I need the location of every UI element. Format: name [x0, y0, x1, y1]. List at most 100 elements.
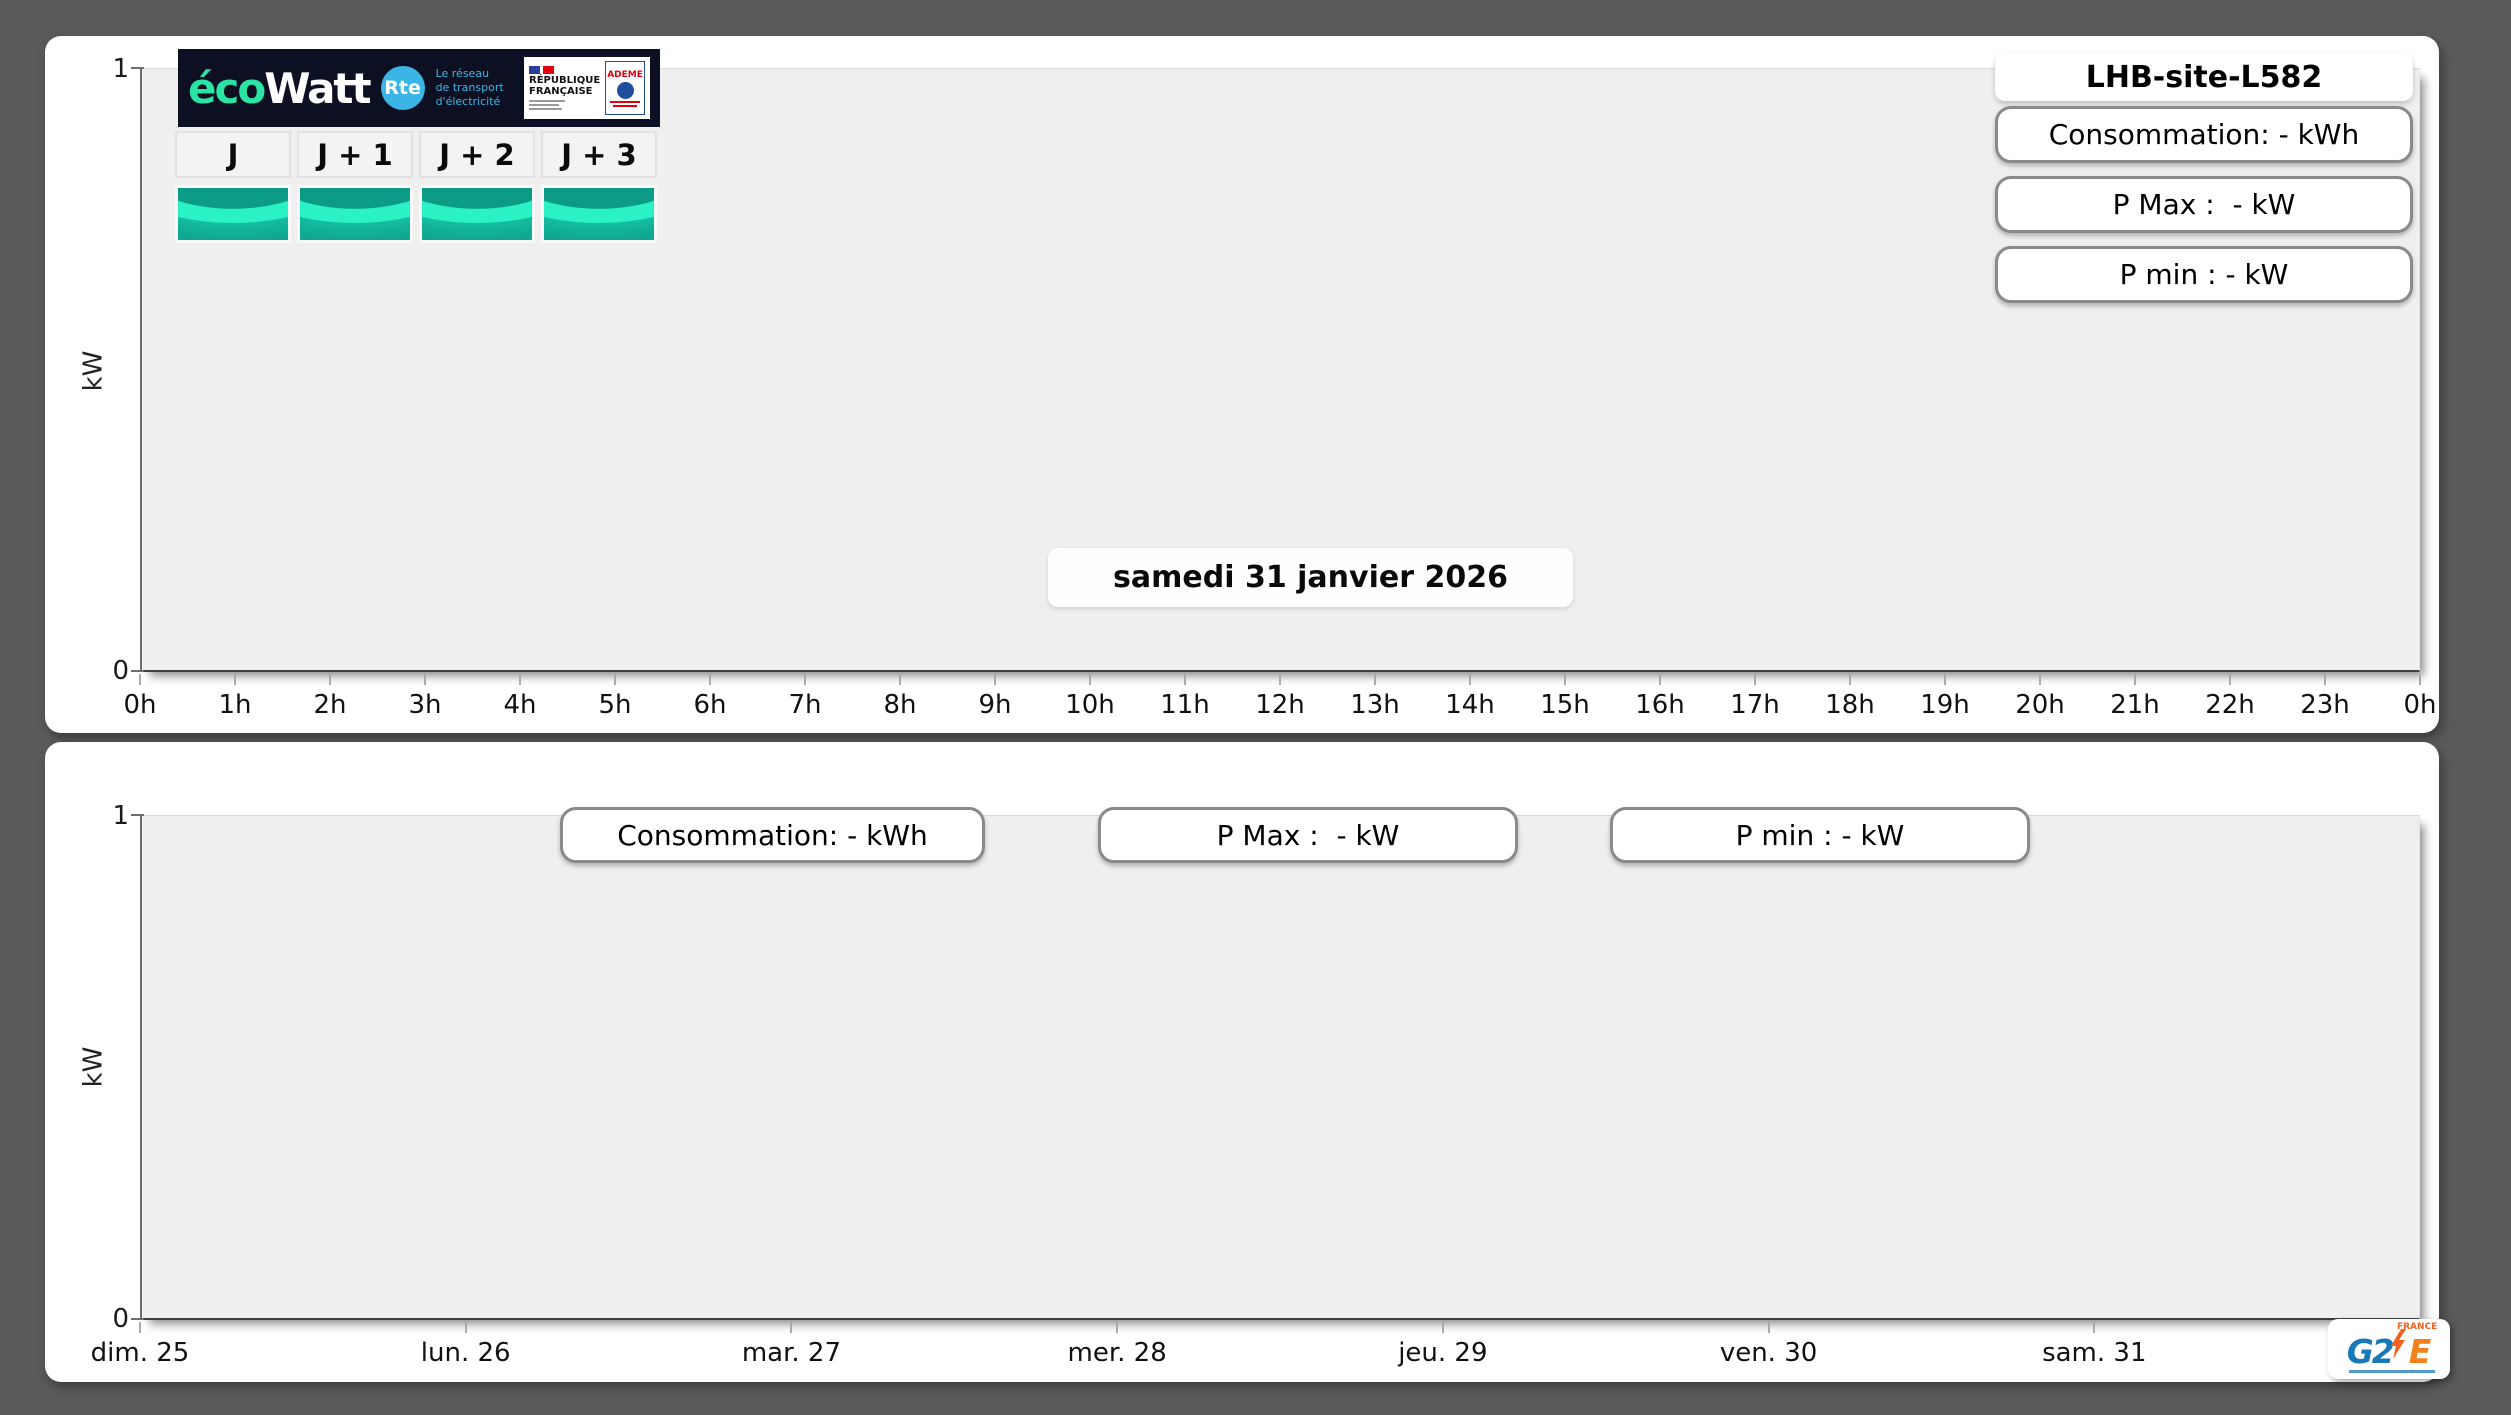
day-chart-x-axis: 0h 1h 2h 3h 4h 5h 6h 7h 8h 9h 10h 11h 12h 13h 14h 15h 16…: [123, 672, 2437, 724]
x-tick-label: 18h: [1825, 690, 1875, 720]
x-tick-mark: [1469, 674, 1471, 685]
x-tick-label: mar. 27: [741, 1338, 842, 1368]
x-tick-label: 7h: [788, 690, 822, 720]
x-tick-label: 16h: [1635, 690, 1685, 720]
x-tick-label: 4h: [503, 690, 537, 720]
y-axis-max-label: 1: [112, 54, 129, 84]
x-tick-mark: [2093, 1322, 2096, 1333]
x-tick-mark: [790, 1322, 793, 1333]
pmax-stat-box: P Max : - kW: [1995, 176, 2413, 233]
x-tick-label: 22h: [2205, 690, 2255, 720]
y-axis-unit-label: kW: [78, 350, 109, 392]
week-chart-x-axis: dim. 25 lun. 26 mar. 27 mer. 28 jeu. 29 ven. …: [91, 1320, 2420, 1372]
x-tick-label: 1h: [218, 690, 252, 720]
pmin-stat-box: P min : - kW: [1995, 246, 2413, 303]
motto-lines: [529, 100, 600, 110]
x-tick-label: 2h: [313, 690, 347, 720]
y-axis-tick-mark: [131, 1318, 144, 1320]
x-tick-mark: [424, 674, 426, 685]
x-tick-label: ven. 30: [1719, 1338, 1818, 1368]
consumption-stat-box: Consommation: - kWh: [560, 807, 985, 863]
g2e-logo: G2 E FRANCE: [2328, 1319, 2450, 1379]
x-tick-mark: [1767, 1322, 1770, 1333]
x-tick-label: 8h: [883, 690, 917, 720]
ecowatt-forecast-thumbnail: [175, 185, 291, 243]
x-tick-label: 12h: [1255, 690, 1305, 720]
x-tick-label: 5h: [598, 690, 632, 720]
x-tick-label: mer. 28: [1067, 1338, 1167, 1368]
x-tick-mark: [899, 674, 901, 685]
x-tick-mark: [1184, 674, 1186, 685]
x-tick-mark: [1441, 1322, 1444, 1333]
x-tick-label: 11h: [1160, 690, 1210, 720]
x-tick-mark: [1754, 674, 1756, 685]
x-tick-mark: [519, 674, 521, 685]
x-tick-mark: [2134, 674, 2136, 685]
x-tick-mark: [1944, 674, 1946, 685]
globe-icon: [616, 81, 634, 99]
x-tick-mark: [1564, 674, 1566, 685]
x-tick-label: 20h: [2015, 690, 2065, 720]
x-tick-label: 17h: [1730, 690, 1780, 720]
ecowatt-forecast-thumbnail: [541, 185, 657, 243]
day-tab-j[interactable]: J: [175, 131, 291, 243]
x-tick-label: 3h: [408, 690, 442, 720]
x-tick-mark: [1279, 674, 1281, 685]
day-tab-j2[interactable]: J + 2: [419, 131, 535, 243]
day-tab-j1[interactable]: J + 1: [297, 131, 413, 243]
x-tick-label: 21h: [2110, 690, 2160, 720]
x-tick-mark: [1116, 1322, 1119, 1333]
x-tick-label: 6h: [693, 690, 727, 720]
x-tick-label: 13h: [1350, 690, 1400, 720]
x-tick-mark: [1659, 674, 1661, 685]
x-tick-label: jeu. 29: [1398, 1338, 1488, 1368]
x-tick-mark: [464, 1322, 467, 1333]
y-axis-tick-mark: [131, 814, 144, 816]
y-axis-min-label: 0: [112, 1304, 129, 1334]
y-axis-tick-mark: [131, 67, 144, 69]
x-tick-mark: [139, 1322, 141, 1333]
pmin-stat-box: P min : - kW: [1610, 807, 2030, 863]
site-title: LHB-site-L582: [1995, 53, 2413, 101]
x-tick-label: 19h: [1920, 690, 1970, 720]
x-tick-mark: [234, 674, 236, 685]
x-tick-label: 23h: [2300, 690, 2350, 720]
x-tick-label: 9h: [978, 690, 1012, 720]
y-axis-min-label: 0: [112, 656, 129, 686]
y-axis-max-label: 1: [112, 801, 129, 831]
day-tab-bar: J J + 1 J + 2 J + 3: [175, 131, 657, 243]
ecowatt-logo: écoWatt Rte Le réseau de transport d'éle…: [178, 49, 660, 127]
day-chart-panel: 1 0 kW 0h 1h 2h 3h 4h 5h 6h 7h 8h 9h 10h 11h 12h 13h 1…: [45, 36, 2439, 733]
week-chart-plot-area: [140, 815, 2420, 1320]
x-tick-label: sam. 31: [2042, 1338, 2147, 1368]
x-tick-mark: [1849, 674, 1851, 685]
ecowatt-forecast-thumbnail: [419, 185, 535, 243]
rte-logo: Rte: [380, 66, 425, 110]
pmax-stat-box: P Max : - kW: [1098, 807, 1518, 863]
day-tab-j3[interactable]: J + 3: [541, 131, 657, 243]
x-tick-mark: [329, 674, 331, 685]
x-tick-mark: [614, 674, 616, 685]
ademe-logo: ADEME: [605, 61, 645, 115]
x-tick-mark: [2419, 674, 2421, 685]
consumption-stat-box: Consommation: - kWh: [1995, 106, 2413, 163]
x-tick-label: 0h: [123, 690, 157, 720]
x-tick-label: dim. 25: [90, 1338, 190, 1368]
french-republic-emblem: RÉPUBLIQUE FRANÇAISE ADEME: [524, 57, 650, 119]
x-tick-mark: [2229, 674, 2231, 685]
lightning-bolt-icon: [2390, 1329, 2406, 1359]
x-tick-mark: [2039, 674, 2041, 685]
x-tick-label: 15h: [1540, 690, 1590, 720]
x-tick-label: 10h: [1065, 690, 1115, 720]
y-axis-unit-label: kW: [78, 1046, 109, 1088]
x-tick-label: 0h: [2403, 690, 2437, 720]
x-tick-label: lun. 26: [420, 1338, 511, 1368]
rte-baseline-text: Le réseau de transport d'électricité: [435, 66, 504, 109]
x-tick-mark: [139, 674, 141, 685]
x-tick-mark: [994, 674, 996, 685]
x-tick-mark: [804, 674, 806, 685]
ecowatt-wordmark: écoWatt: [188, 63, 372, 113]
week-chart-panel: 1 0 kW dim. 25 lun. 26 mar. 27 mer. 28 jeu. …: [45, 742, 2450, 1382]
y-axis-tick-mark: [131, 670, 144, 672]
x-tick-mark: [2324, 674, 2326, 685]
